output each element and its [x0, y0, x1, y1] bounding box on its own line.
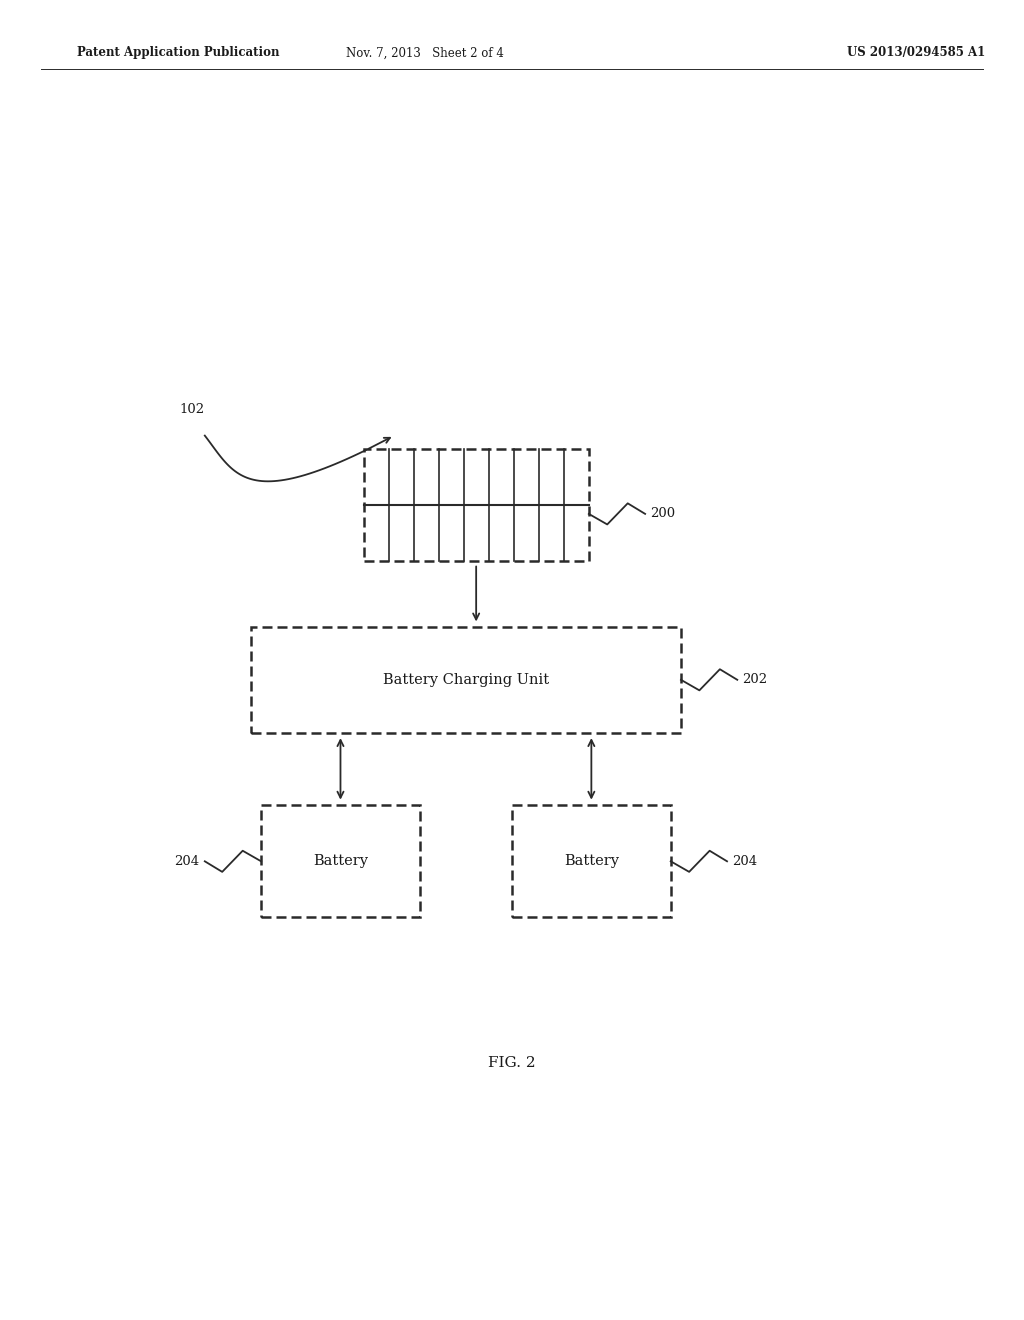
- Text: 204: 204: [732, 855, 758, 867]
- Bar: [512, 805, 671, 917]
- Bar: [261, 805, 420, 917]
- Text: 200: 200: [650, 507, 676, 520]
- Text: 102: 102: [179, 403, 205, 416]
- Text: 204: 204: [174, 855, 200, 867]
- Text: US 2013/0294585 A1: US 2013/0294585 A1: [847, 46, 986, 59]
- Text: Battery Charging Unit: Battery Charging Unit: [383, 673, 549, 686]
- Text: Nov. 7, 2013   Sheet 2 of 4: Nov. 7, 2013 Sheet 2 of 4: [346, 46, 504, 59]
- Text: FIG. 2: FIG. 2: [488, 1056, 536, 1069]
- Text: 202: 202: [742, 673, 768, 686]
- Bar: [364, 449, 589, 561]
- Text: Patent Application Publication: Patent Application Publication: [77, 46, 280, 59]
- Text: Battery: Battery: [313, 854, 368, 869]
- Bar: [251, 627, 681, 733]
- Text: Battery: Battery: [564, 854, 618, 869]
